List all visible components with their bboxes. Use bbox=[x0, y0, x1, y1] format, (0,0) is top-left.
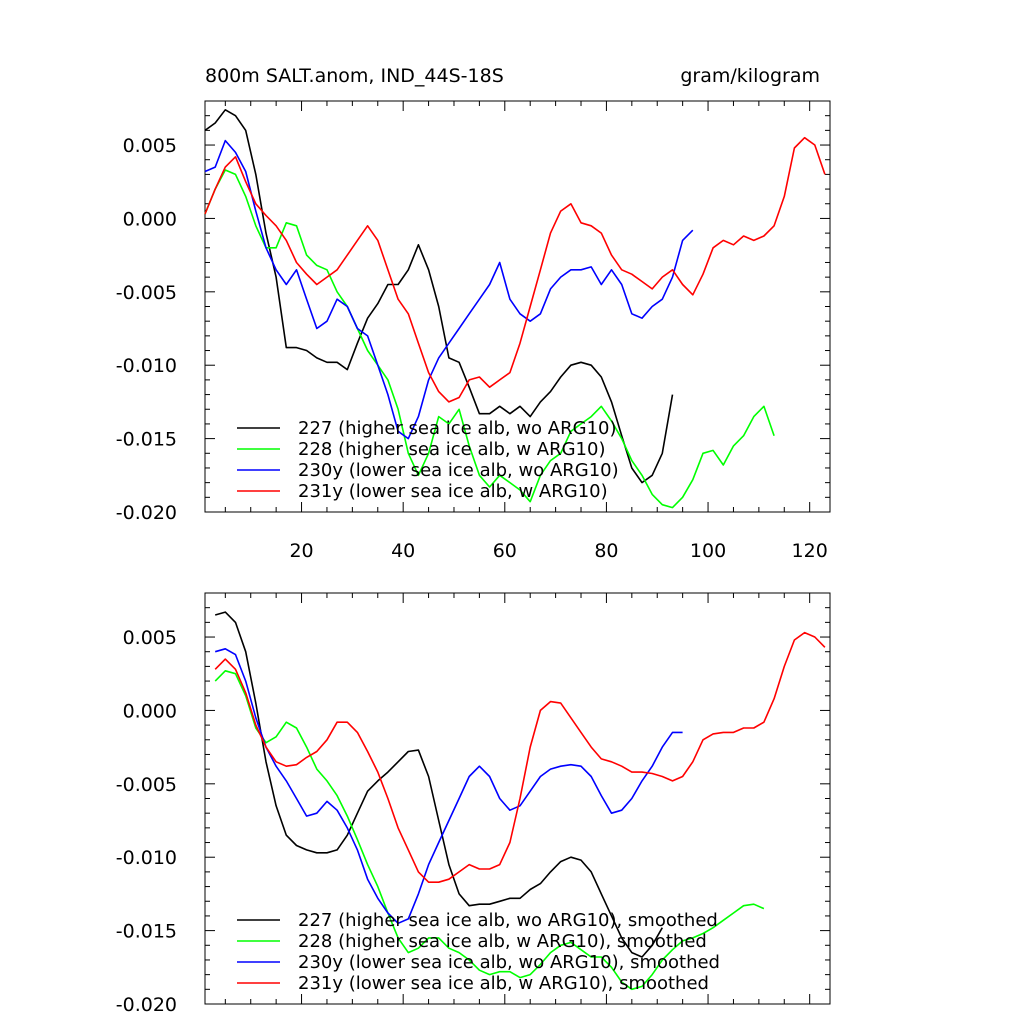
series-line-1 bbox=[214, 669, 765, 991]
y-tick-label: -0.020 bbox=[116, 502, 177, 524]
y-tick-label: 0.005 bbox=[123, 135, 177, 157]
series-line-2 bbox=[214, 647, 683, 925]
y-tick-label: -0.010 bbox=[116, 847, 177, 869]
legend-label: 230y (lower sea ice alb, wo ARG10), smoo… bbox=[298, 952, 720, 973]
legend-label: 227 (higher sea ice alb, wo ARG10), smoo… bbox=[298, 910, 718, 931]
x-tick-label: 40 bbox=[391, 540, 415, 562]
chart-title-right: gram/kilogram bbox=[680, 65, 820, 87]
y-tick-label: -0.005 bbox=[116, 774, 177, 796]
series-line-3 bbox=[204, 136, 826, 403]
y-tick-label: 0.000 bbox=[123, 700, 177, 722]
x-tick-label: 60 bbox=[493, 540, 517, 562]
panel-top: 20 40 60 80 100 120 0.005 0.000 -0.005 -0.010 -0.0… bbox=[116, 100, 831, 562]
series-line-3 bbox=[214, 631, 826, 884]
y-tick-label: 0.000 bbox=[123, 208, 177, 230]
y-tick-label: 0.005 bbox=[123, 627, 177, 649]
x-tick-label: 120 bbox=[792, 540, 828, 562]
y-tick-label: -0.020 bbox=[116, 994, 177, 1016]
y-tick-label: -0.015 bbox=[116, 921, 177, 943]
series-line-2 bbox=[204, 139, 694, 440]
y-tick-label: -0.005 bbox=[116, 282, 177, 304]
legend-label: 228 (higher sea ice alb, w ARG10) bbox=[298, 439, 605, 460]
series-line-1 bbox=[204, 169, 775, 509]
y-tick-label: -0.015 bbox=[116, 429, 177, 451]
legend-label: 231y (lower sea ice alb, w ARG10) bbox=[298, 481, 608, 502]
y-tick-label: -0.010 bbox=[116, 355, 177, 377]
x-tick-label: 100 bbox=[690, 540, 726, 562]
legend-label: 231y (lower sea ice alb, w ARG10), smoot… bbox=[298, 973, 709, 994]
chart-title-left: 800m SALT.anom, IND_44S-18S bbox=[205, 65, 504, 87]
legend-label: 230y (lower sea ice alb, wo ARG10) bbox=[298, 460, 619, 481]
legend-label: 228 (higher sea ice alb, w ARG10), smoot… bbox=[298, 931, 707, 952]
x-tick-label: 20 bbox=[289, 540, 313, 562]
panel-bottom: 0.005 0.000 -0.005 -0.010 -0.015 -0.020 227 (h… bbox=[116, 592, 831, 1016]
series-line-0 bbox=[204, 109, 674, 484]
series-line-0 bbox=[214, 611, 663, 958]
x-tick-label: 80 bbox=[594, 540, 618, 562]
legend-label: 227 (higher sea ice alb, wo ARG10) bbox=[298, 418, 617, 439]
